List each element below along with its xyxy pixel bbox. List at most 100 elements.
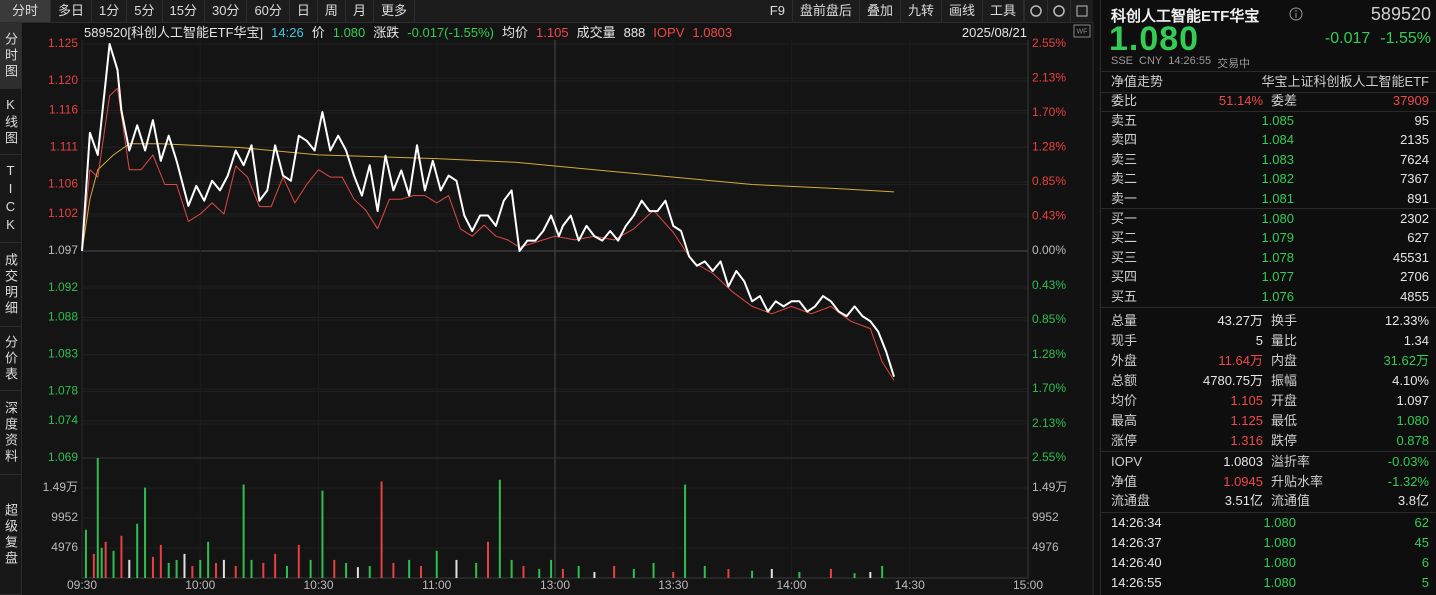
cell: 量比 — [1271, 333, 1298, 348]
side-tab[interactable]: 超级复盘 — [0, 475, 21, 595]
volume-bar — [120, 535, 123, 578]
volume-bar — [175, 559, 178, 578]
y-tick-label: 1.092 — [48, 280, 78, 294]
cell: 均价 — [1111, 393, 1138, 408]
y-tick-label: 1.083 — [48, 347, 78, 361]
change: -0.017(-1.55%) — [407, 25, 495, 40]
cell: 62 — [1414, 515, 1429, 530]
cell: 买一 — [1111, 211, 1138, 226]
refresh-icon[interactable] — [1047, 0, 1070, 22]
volume-bar — [538, 568, 541, 578]
volume-bar — [727, 568, 730, 578]
volume-bar — [128, 559, 131, 578]
cell: 流通值 — [1271, 493, 1311, 509]
logo-icon-text: WF — [1077, 28, 1088, 35]
icon-glyph — [1076, 5, 1088, 17]
cell: 1.078 — [1261, 249, 1294, 265]
volume-bar — [829, 568, 832, 578]
tool-button[interactable]: 画线 — [942, 0, 983, 22]
ask-row: 卖四 1.084 2135 — [1101, 130, 1436, 149]
time: 14:26 — [271, 25, 304, 40]
volume-bar — [159, 544, 162, 578]
cell: 1.105 — [1230, 393, 1263, 408]
cell: 开盘 — [1271, 393, 1298, 408]
cell: 1.080 — [1263, 515, 1296, 530]
volume: 888 — [623, 25, 646, 40]
trade-row: 14:26:55 1.080 5 — [1101, 573, 1436, 593]
cell: 4855 — [1400, 288, 1429, 304]
volume-tick-label: 4976 — [51, 540, 78, 554]
nav-row: 净值走势 华宝上证科创板人工智能ETF — [1101, 71, 1436, 93]
cell: 卖四 — [1111, 132, 1138, 148]
x-tick-label: 14:00 — [776, 578, 806, 592]
price-label: 价 — [311, 25, 325, 40]
period-button[interactable]: 日 — [290, 0, 318, 22]
volume-bar — [250, 559, 253, 578]
volume-bar — [191, 565, 194, 578]
y2-tick-label: 0.85% — [1032, 174, 1066, 188]
y-tick-label: 1.106 — [48, 177, 78, 191]
side-tab[interactable]: TICK — [0, 155, 21, 244]
last-price: 1.080 — [1109, 20, 1200, 58]
settings-icon[interactable] — [1024, 0, 1047, 22]
side-tab[interactable]: 分时图 — [0, 23, 21, 90]
y-tick-label: 1.102 — [48, 206, 78, 220]
volume-bar — [136, 523, 139, 578]
period-button[interactable]: 分时 — [0, 0, 52, 22]
y2-tick-label: 1.70% — [1032, 105, 1066, 119]
cell: 1.080 — [1261, 211, 1294, 226]
bid-row: 买五 1.076 4855 — [1101, 287, 1436, 306]
trades: 14:26:34 1.080 62 14:26:37 1.080 45 14:26:40 1.… — [1101, 513, 1436, 593]
volume-bar — [455, 559, 458, 578]
volume-bar — [522, 565, 525, 578]
period-button[interactable]: 5分 — [127, 0, 163, 22]
period-button[interactable]: 30分 — [205, 0, 248, 22]
period-button[interactable]: 15分 — [163, 0, 205, 22]
cell: 1.125 — [1230, 413, 1263, 428]
window-icon[interactable] — [1070, 0, 1093, 22]
y-tick-label: 1.097 — [48, 243, 78, 257]
iopv-label: IOPV — [653, 25, 685, 40]
volume-bar — [199, 559, 202, 578]
side-tab[interactable]: 深度资料 — [0, 391, 21, 476]
volume-bar — [869, 571, 872, 578]
right-axis-background — [1030, 23, 1093, 595]
tool-button[interactable]: 盘前盘后 — [793, 0, 860, 22]
side-tab[interactable]: 分价表 — [0, 327, 21, 392]
cell: 溢折率 — [1271, 454, 1311, 469]
cell: 外盘 — [1111, 353, 1138, 368]
nav-link[interactable]: 净值走势 — [1111, 74, 1164, 89]
meta-item: CNY — [1139, 55, 1163, 67]
cell: 现手 — [1111, 333, 1138, 348]
cell: 14:26:34 — [1111, 515, 1162, 530]
tool-button[interactable]: 叠加 — [860, 0, 901, 22]
period-button[interactable]: 多日 — [51, 0, 93, 22]
stats-row: 均价 1.105 开盘 1.097 — [1101, 391, 1436, 411]
cell: 51.14% — [1218, 93, 1263, 108]
cell: 买五 — [1111, 288, 1138, 304]
y-tick-label: 1.069 — [48, 450, 78, 464]
tool-button[interactable]: F9 — [763, 0, 793, 22]
cell: 跌停 — [1271, 433, 1298, 448]
stats-row: 最高 1.125 最低 1.080 — [1101, 411, 1436, 431]
period-button[interactable]: 月 — [346, 0, 374, 22]
volume-bar — [333, 559, 336, 578]
period-button[interactable]: 60分 — [247, 0, 290, 22]
side-tab[interactable]: K线图 — [0, 89, 21, 156]
info-icon[interactable] — [1289, 7, 1303, 21]
cell: 买四 — [1111, 269, 1138, 285]
x-tick-label: 15:00 — [1013, 578, 1043, 592]
y-tick-label: 1.074 — [48, 413, 78, 427]
cell: 4.10% — [1392, 373, 1429, 388]
series-line — [81, 143, 895, 252]
period-button[interactable]: 1分 — [92, 0, 128, 22]
period-button[interactable]: 周 — [318, 0, 346, 22]
volume-bar — [798, 571, 801, 578]
tool-button[interactable]: 九转 — [901, 0, 942, 22]
volume-bar — [613, 565, 616, 578]
period-button[interactable]: 更多 — [374, 0, 415, 22]
side-tab[interactable]: 成交明细 — [0, 243, 21, 328]
cell: 1.082 — [1261, 171, 1294, 187]
stats-row: 外盘 11.64万 内盘 31.62万 — [1101, 351, 1436, 371]
tool-button[interactable]: 工具 — [983, 0, 1024, 22]
